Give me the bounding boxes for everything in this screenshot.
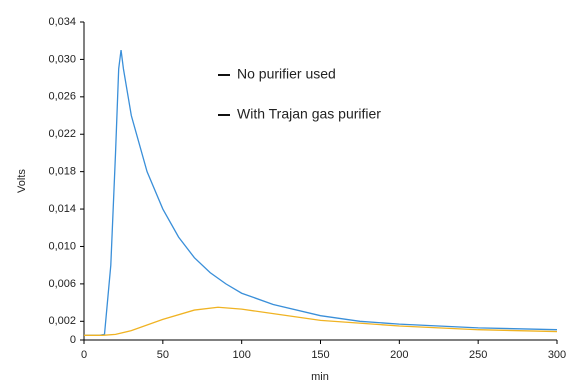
y-tick-label: 0,022: [48, 128, 76, 140]
x-tick-label: 0: [81, 349, 87, 361]
y-tick-label: 0,034: [48, 16, 76, 28]
y-tick-label: 0,006: [48, 278, 76, 290]
x-tick-label: 100: [232, 349, 250, 361]
y-tick-label: 0,014: [48, 203, 76, 215]
legend-label: With Trajan gas purifier: [237, 106, 381, 122]
y-tick-label: 0,010: [48, 240, 76, 252]
y-tick-label: 0,018: [48, 166, 76, 178]
y-axis-label: Volts: [16, 169, 28, 193]
x-tick-label: 300: [548, 349, 566, 361]
x-tick-label: 200: [390, 349, 408, 361]
y-tick-label: 0: [70, 334, 76, 346]
y-tick-label: 0,026: [48, 91, 76, 103]
series-line: [84, 306, 558, 336]
x-tick-label: 150: [311, 349, 329, 361]
x-axis-label: min: [311, 371, 329, 380]
y-tick-label: 0,030: [48, 53, 76, 65]
legend-label: No purifier used: [237, 66, 336, 82]
x-tick-label: 250: [469, 349, 487, 361]
y-tick-label: 0,002: [48, 315, 76, 327]
series-line: [84, 49, 558, 336]
x-tick-label: 50: [157, 349, 169, 361]
